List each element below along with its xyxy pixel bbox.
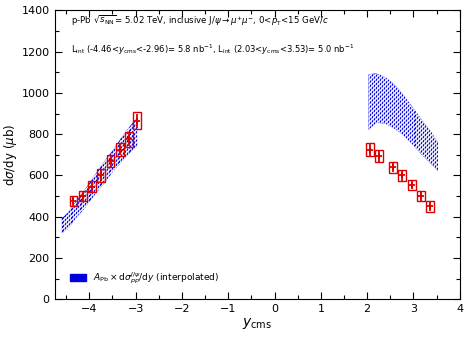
Bar: [366, 143, 374, 156]
Bar: [417, 191, 425, 201]
Bar: [70, 196, 77, 206]
Bar: [375, 150, 383, 162]
Text: L$_{\rm int}$ (-4.46<$y_{\rm cms}$<-2.96)= 5.8 nb$^{-1}$, L$_{\rm int}$ (2.03<$y: L$_{\rm int}$ (-4.46<$y_{\rm cms}$<-2.96…: [71, 42, 354, 56]
Bar: [125, 132, 133, 147]
Legend: $A_{\rm Pb}\times\mathrm{d}\sigma^{J/\psi}_{pp}/\mathrm{d}y$ (interpolated): $A_{\rm Pb}\times\mathrm{d}\sigma^{J/\ps…: [67, 268, 222, 289]
Y-axis label: d$\sigma$/dy ($\mu$b): d$\sigma$/dy ($\mu$b): [2, 124, 19, 186]
Bar: [399, 170, 406, 181]
Text: p-Pb $\sqrt{s_{\rm NN}}$= 5.02 TeV, inclusive J/$\psi$$\rightarrow$$\mu^{+}\mu^{: p-Pb $\sqrt{s_{\rm NN}}$= 5.02 TeV, incl…: [71, 13, 328, 28]
Bar: [389, 161, 397, 173]
X-axis label: $y_{\rm cms}$: $y_{\rm cms}$: [242, 315, 272, 331]
Bar: [88, 181, 96, 193]
Bar: [97, 169, 105, 182]
Bar: [107, 155, 115, 167]
Bar: [79, 191, 87, 201]
Bar: [116, 143, 124, 156]
Bar: [408, 180, 416, 190]
Bar: [426, 201, 434, 212]
Bar: [133, 112, 141, 129]
